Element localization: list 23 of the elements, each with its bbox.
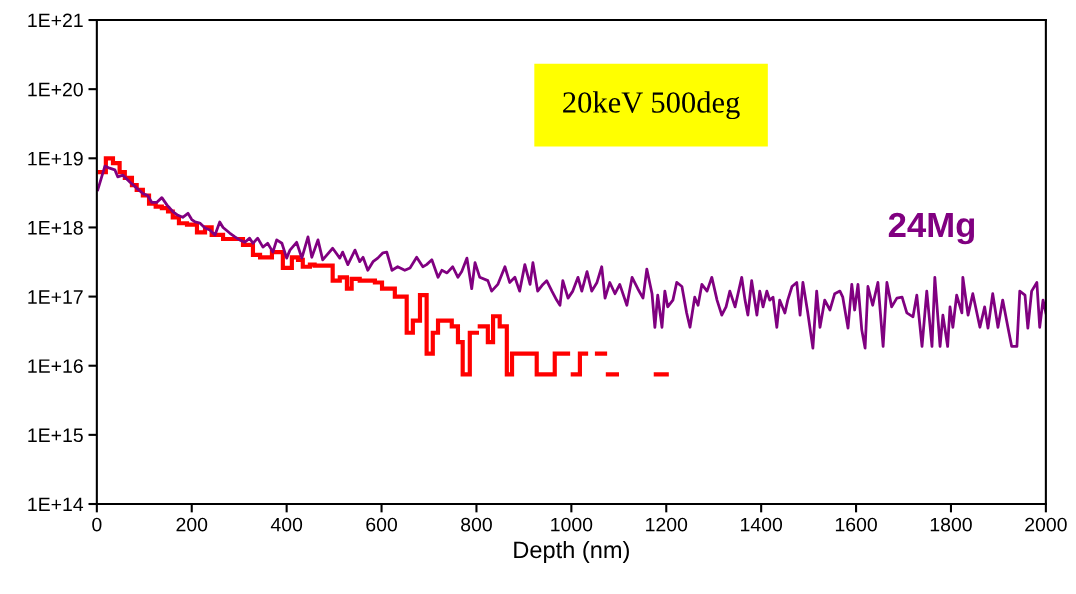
x-tick-label: 1000 <box>551 517 593 532</box>
y-tick-label: 1E+21 <box>28 13 83 28</box>
x-tick-label: 1200 <box>646 517 688 532</box>
series-label: 24Mg <box>888 212 975 245</box>
x-tick-label: 800 <box>461 517 492 532</box>
y-tick-label: 1E+15 <box>28 428 83 443</box>
x-tick-label: 1800 <box>930 517 972 532</box>
x-tick-label: 400 <box>270 517 303 532</box>
y-tick-label: 1E+16 <box>28 359 83 373</box>
y-tick-label: 1E+18 <box>28 220 83 235</box>
x-tick-label: 200 <box>176 517 208 532</box>
line-series <box>96 164 1046 350</box>
y-tick-label: 1E+19 <box>28 151 83 166</box>
y-tick-label: 1E+14 <box>28 497 84 512</box>
annotation: 20keV 500deg <box>563 91 740 120</box>
x-tick-label: 2000 <box>1025 517 1067 532</box>
x-tick-label: 1600 <box>835 517 877 532</box>
y-tick-label: 1E+17 <box>28 290 83 304</box>
x-axis-title: Depth (nm) <box>514 540 629 563</box>
y-tick-label: 1E+20 <box>28 82 83 97</box>
x-tick-label: 600 <box>366 517 398 532</box>
x-tick-label: 0 <box>92 517 102 532</box>
x-tick-label: 1400 <box>741 517 783 532</box>
